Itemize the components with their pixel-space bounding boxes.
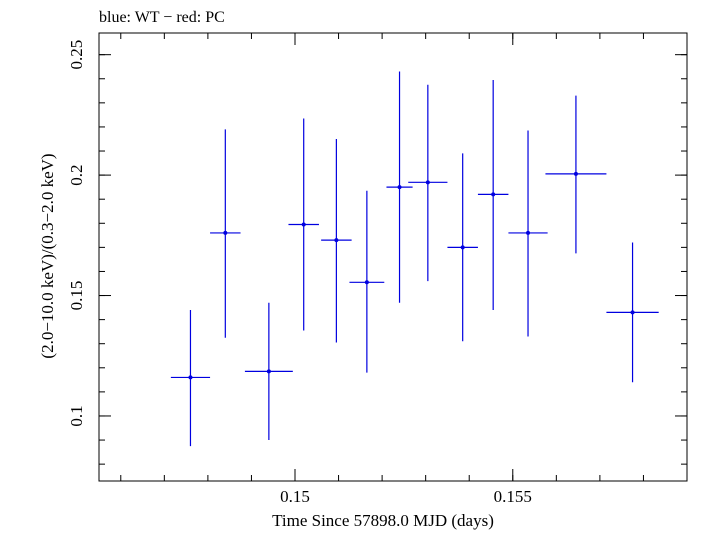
y-tick-label: 0.15 [67, 281, 86, 311]
point-marker [301, 222, 306, 227]
data-points [170, 71, 659, 447]
y-tick-label: 0.2 [67, 164, 86, 185]
x-tick-label: 0.155 [494, 487, 532, 506]
data-point [545, 95, 607, 254]
point-marker [188, 375, 193, 380]
y-tick-label: 0.1 [67, 405, 86, 426]
point-marker [460, 245, 465, 250]
point-marker [223, 230, 228, 235]
chart-title: blue: WT − red: PC [99, 9, 225, 26]
data-point [386, 71, 413, 303]
data-point [477, 79, 509, 310]
point-marker [425, 180, 430, 185]
point-marker [364, 280, 369, 285]
data-point [321, 138, 352, 343]
axis-ticks [99, 33, 688, 481]
plot-frame [98, 32, 688, 482]
data-point [508, 130, 548, 337]
point-marker [334, 238, 339, 243]
data-point [606, 242, 659, 383]
point-marker [630, 310, 635, 315]
data-point [349, 190, 385, 373]
axis-tick-labels: 0.15 0.155 0.1 0.15 0.2 0.25 [67, 40, 532, 506]
point-marker [491, 192, 496, 197]
x-axis-label: Time Since 57898.0 MJD (days) [272, 511, 494, 530]
data-point [408, 84, 448, 282]
x-tick-label: 0.15 [280, 487, 310, 506]
data-point [170, 309, 211, 447]
y-axis-label: (2.0−10.0 keV)/(0.3−2.0 keV) [38, 153, 57, 358]
data-point [244, 302, 293, 441]
data-point [447, 153, 478, 342]
point-marker [266, 369, 271, 374]
point-marker [573, 171, 578, 176]
data-point [210, 129, 241, 338]
data-point [288, 118, 319, 331]
point-marker [397, 185, 402, 190]
y-tick-label: 0.25 [67, 40, 86, 70]
point-marker [526, 230, 531, 235]
